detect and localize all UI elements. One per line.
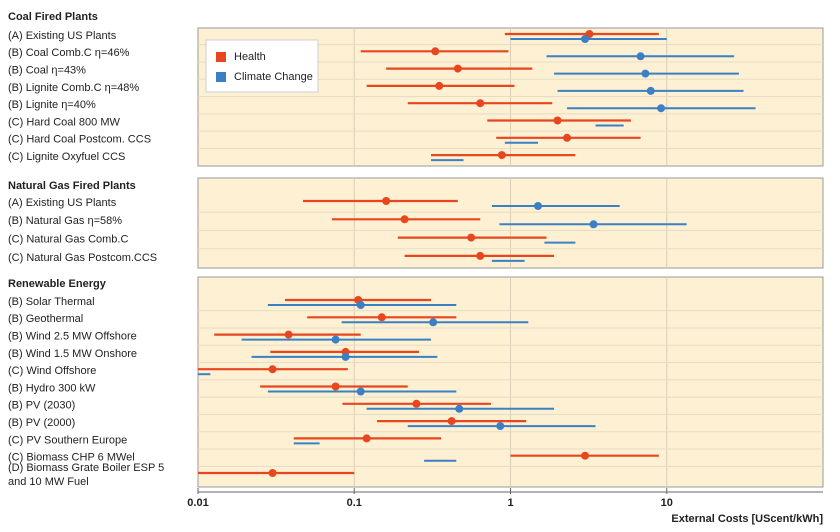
dot	[534, 202, 543, 210]
category-label: (A) Existing US Plants	[8, 197, 117, 209]
legend-swatch	[216, 72, 226, 82]
x-tick-label: 0.01	[187, 497, 208, 509]
legend: Health Climate Change	[205, 39, 319, 93]
legend-box	[205, 39, 319, 93]
dot	[284, 330, 293, 339]
category-label: (C) Biomass CHP 6 MWel	[8, 452, 135, 464]
dot	[497, 151, 506, 160]
dot	[476, 99, 485, 108]
category-label: (C) PV Southern Europe	[8, 434, 127, 446]
x-tick-label: 10	[661, 497, 673, 509]
category-label: (B) PV (2030)	[8, 400, 75, 412]
dot	[356, 301, 365, 309]
category-label: (C) Hard Coal 800 MW	[8, 116, 120, 128]
category-label: (C) Natural Gas Postcom.CCS	[8, 252, 157, 264]
category-label: (B) Geothermal	[8, 313, 83, 325]
dot	[646, 86, 655, 95]
category-label: (C) Lignite Oxyfuel CCS	[8, 151, 125, 163]
dot	[362, 434, 371, 443]
dot	[431, 47, 440, 56]
panel-title: Renewable Energy	[8, 278, 107, 290]
category-label: (B) Coal η=43%	[8, 65, 86, 77]
dot	[496, 422, 505, 431]
dot	[435, 81, 444, 90]
category-label: (B) Wind 2.5 MW Offshore	[8, 331, 137, 343]
legend-swatch	[216, 52, 226, 62]
dot	[563, 133, 572, 142]
dot	[553, 116, 562, 125]
dot	[412, 399, 421, 408]
dot	[476, 251, 485, 260]
category-label: (C) Natural Gas Comb.C	[8, 234, 128, 246]
category-label: (B) Lignite η=40%	[8, 99, 96, 111]
dot	[382, 197, 391, 205]
dot	[581, 35, 590, 43]
x-axis-label: External Costs [UScent/kWh]	[671, 513, 823, 525]
dot	[400, 215, 409, 224]
dot	[331, 382, 340, 391]
category-label: (B) PV (2000)	[8, 417, 75, 429]
panel-title: Natural Gas Fired Plants	[8, 180, 136, 192]
dot	[455, 404, 464, 413]
dot	[657, 104, 666, 113]
dot	[429, 318, 438, 327]
dot	[341, 352, 350, 361]
category-label: (C) Hard Coal Postcom. CCS	[8, 134, 151, 146]
dot	[581, 451, 590, 460]
legend-label: Climate Change	[234, 71, 313, 83]
category-label: (C) Wind Offshore	[8, 365, 96, 377]
legend-label: Health	[234, 51, 266, 63]
x-tick-label: 1	[507, 497, 513, 509]
category-label: (B) Hydro 300 kW	[8, 382, 96, 394]
dot	[641, 69, 650, 78]
dot	[467, 233, 476, 242]
dot	[377, 313, 386, 322]
dot	[268, 365, 277, 374]
dot	[589, 220, 598, 229]
dot	[453, 64, 462, 73]
category-label: (A) Existing US Plants	[8, 30, 117, 42]
dot	[356, 387, 365, 396]
category-label: (B) Wind 1.5 MW Onshore	[8, 348, 137, 360]
category-label: (D) Biomass Grate Boiler ESP 5 and 10 MW …	[8, 462, 164, 488]
dot	[636, 52, 645, 61]
category-label: (B) Coal Comb.C η=46%	[8, 47, 130, 59]
dot	[268, 469, 277, 477]
dot	[447, 417, 456, 426]
panel-title: Coal Fired Plants	[8, 11, 98, 23]
x-tick-label: 0.1	[347, 497, 362, 509]
category-label: (B) Natural Gas η=58%	[8, 215, 122, 227]
category-label: (B) Solar Thermal	[8, 296, 95, 308]
dot	[331, 335, 340, 344]
category-label: (B) Lignite Comb.C η=48%	[8, 82, 139, 94]
